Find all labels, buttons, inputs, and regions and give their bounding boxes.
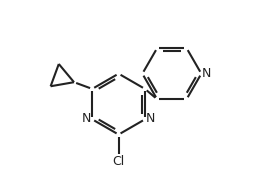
Text: Cl: Cl <box>113 155 125 168</box>
Text: N: N <box>202 67 211 80</box>
Text: N: N <box>146 113 155 125</box>
Text: N: N <box>82 113 92 125</box>
